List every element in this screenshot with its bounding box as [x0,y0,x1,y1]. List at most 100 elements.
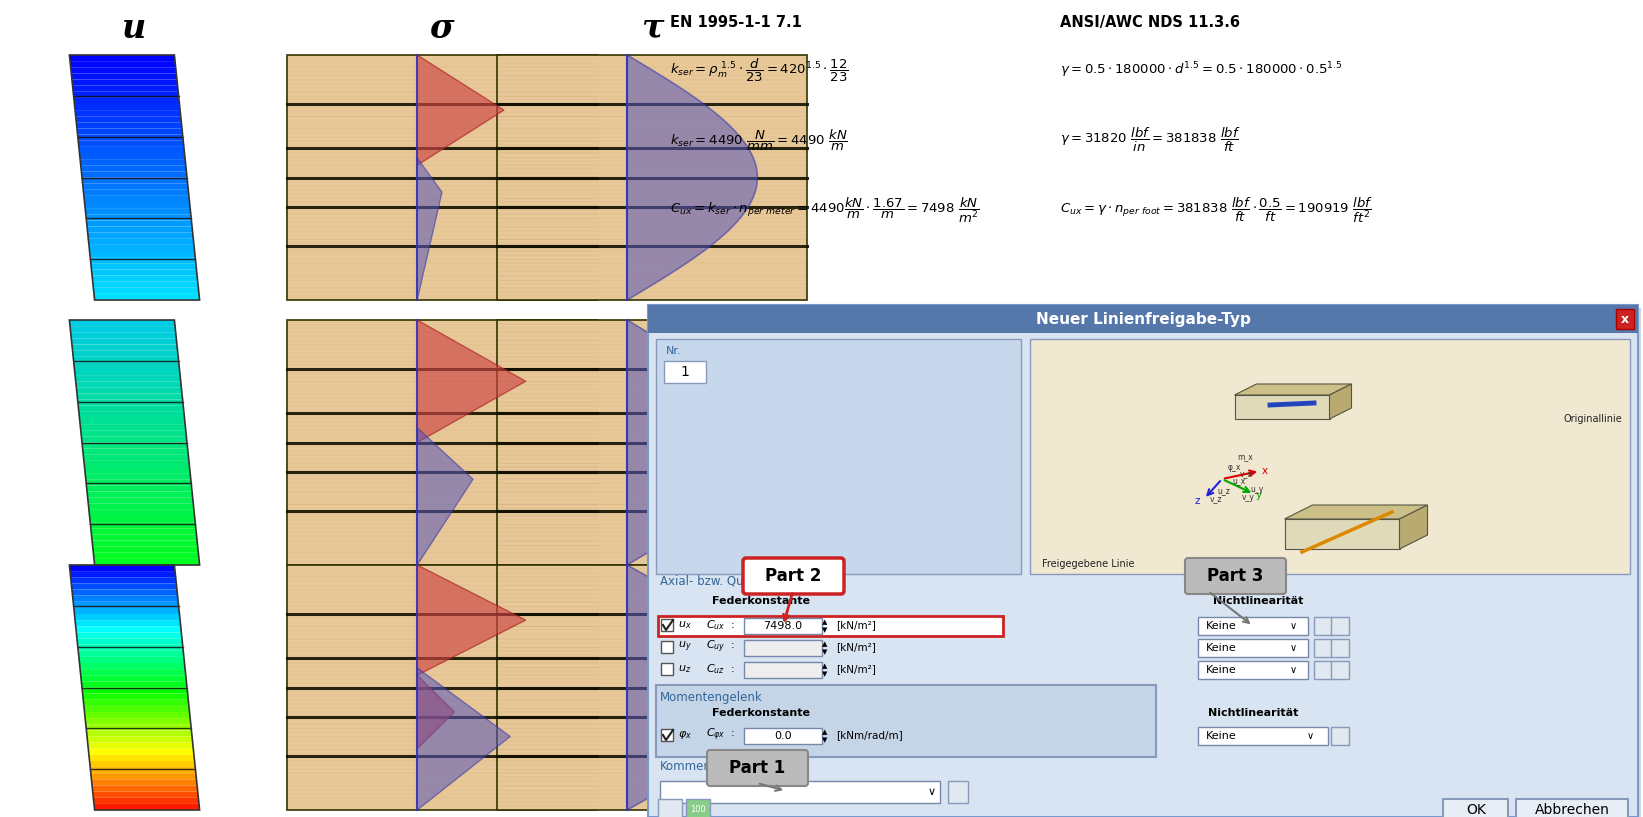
Polygon shape [85,473,191,480]
Polygon shape [69,565,176,571]
Polygon shape [82,449,189,455]
Text: $C_{\varphi x}$  :: $C_{\varphi x}$ : [706,727,736,743]
Polygon shape [77,645,184,651]
Text: x: x [1622,312,1630,325]
Text: 1: 1 [680,365,690,379]
Bar [651,308,1641,817]
Text: Abbrechen: Abbrechen [1535,803,1610,817]
Polygon shape [76,387,182,394]
Bar [1617,309,1635,329]
Polygon shape [84,190,189,196]
Polygon shape [71,61,176,67]
Bar [744,662,822,678]
Polygon shape [94,288,199,294]
Text: $C_{ux} = \gamma \cdot n_{per\ foot} = 381838\ \dfrac{lbf}{ft} \cdot \dfrac{0.5}: $C_{ux} = \gamma \cdot n_{per\ foot} = 3… [1060,195,1374,225]
Polygon shape [76,375,181,382]
Text: v_x: v_x [1240,470,1254,479]
Polygon shape [84,467,191,473]
Text: Neuer Linienfreigabe-Typ: Neuer Linienfreigabe-Typ [1035,311,1250,327]
Polygon shape [74,92,179,98]
Text: ∨: ∨ [1290,665,1296,675]
Polygon shape [92,282,199,288]
Bar [1331,661,1349,679]
Polygon shape [81,424,186,431]
Text: z: z [1194,496,1199,506]
Text: $C_{ux}$  :: $C_{ux}$ : [706,618,734,632]
Bar [496,320,807,565]
Polygon shape [71,74,177,79]
Text: ∨: ∨ [1306,731,1313,741]
Polygon shape [1285,505,1428,519]
Text: Nichtlinearität: Nichtlinearität [1213,596,1303,606]
Polygon shape [74,357,179,363]
Polygon shape [82,184,189,190]
Text: Momentengelenk: Momentengelenk [660,690,762,703]
Text: Nr.: Nr. [665,346,682,356]
Text: ▼: ▼ [822,737,828,743]
Bar [660,663,674,675]
Text: φ_x: φ_x [1227,462,1242,471]
Polygon shape [87,736,192,743]
Polygon shape [72,86,177,92]
Polygon shape [74,369,181,375]
Polygon shape [87,485,192,492]
Polygon shape [87,498,194,504]
Polygon shape [82,687,187,694]
Polygon shape [417,158,442,300]
Bar [660,641,674,653]
Polygon shape [84,712,191,718]
Bar [1198,639,1308,657]
Polygon shape [89,748,194,755]
Bar [656,339,1020,574]
Bar [288,55,596,300]
Polygon shape [74,104,181,110]
Polygon shape [87,730,192,736]
Polygon shape [417,668,511,810]
Text: Part 1: Part 1 [729,759,785,777]
Polygon shape [92,785,197,792]
Polygon shape [79,406,184,412]
Polygon shape [1285,519,1400,549]
Text: $u_z$: $u_z$ [679,663,692,675]
Polygon shape [92,534,197,541]
Bar [656,685,1157,757]
Text: [kN/m²]: [kN/m²] [836,664,876,674]
Text: ▲: ▲ [822,729,828,735]
Polygon shape [87,226,192,233]
Text: Keine: Keine [1206,643,1237,653]
Bar [744,728,822,744]
Polygon shape [94,553,199,559]
Polygon shape [92,275,197,282]
Polygon shape [77,394,182,400]
Polygon shape [76,116,181,123]
Polygon shape [82,172,187,177]
Polygon shape [90,516,196,522]
Polygon shape [71,67,176,74]
Polygon shape [71,571,176,578]
Text: $C_{ux} = k_{ser} \cdot n_{per\ meter} = 4490\dfrac{kN}{m} \cdot \dfrac{1.67}{m}: $C_{ux} = k_{ser} \cdot n_{per\ meter} =… [670,195,979,225]
Polygon shape [76,382,181,387]
Polygon shape [87,233,194,239]
Bar [288,565,596,810]
Polygon shape [94,797,199,804]
Text: ∨: ∨ [1290,621,1296,631]
Bar [1516,799,1628,817]
Bar [1443,799,1508,817]
Text: τ: τ [641,11,664,44]
Polygon shape [89,245,194,251]
Polygon shape [417,55,504,165]
Polygon shape [1234,384,1352,395]
Polygon shape [79,141,184,147]
Polygon shape [69,55,176,61]
Polygon shape [92,547,199,553]
Text: y: y [1255,490,1262,500]
Polygon shape [84,706,189,712]
Polygon shape [72,590,177,596]
Text: m_x: m_x [1237,453,1252,462]
Text: x: x [1262,466,1268,476]
Bar [948,781,968,803]
Polygon shape [92,779,197,785]
Bar [1331,617,1349,635]
Text: $k_{ser} = \rho_m^{\ 1.5} \cdot \dfrac{d}{23} = 420^{1.5} \cdot \dfrac{12}{23}$: $k_{ser} = \rho_m^{\ 1.5} \cdot \dfrac{d… [670,56,849,83]
Bar [744,618,822,634]
